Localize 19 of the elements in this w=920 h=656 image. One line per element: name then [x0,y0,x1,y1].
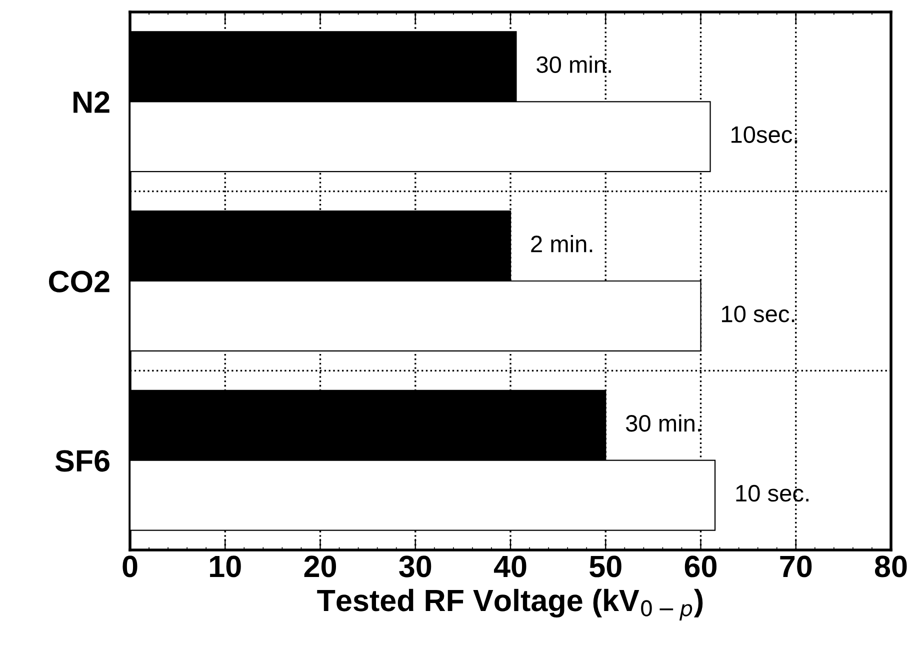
y-tick-label: N2 [74,91,110,113]
x-tick-label: 10 [210,556,241,578]
x-tick-label: 70 [780,556,812,578]
x-tick-label: 30 [399,556,432,578]
x-axis-title: Tested RF Voltage (kV$_{0−p}$) [317,588,703,621]
y-tick-label: CO2 [48,270,110,292]
annotation: 10sec. [732,126,798,143]
x-tick-label: 20 [304,556,336,578]
y-tick-label: SF6 [55,450,110,472]
annotation: 10 sec. [736,484,808,502]
annotation: 30 min. [626,414,700,432]
x-tick-label: 80 [874,556,907,578]
annotation: 30 min. [536,56,611,74]
annotation: 10 sec. [722,306,794,322]
x-tick-label: 0 [122,556,138,578]
x-tick-label: 40 [494,556,526,578]
x-tick-label: 60 [684,556,716,578]
annotation: 2 min. [531,235,592,252]
x-tick-label: 50 [590,556,622,578]
